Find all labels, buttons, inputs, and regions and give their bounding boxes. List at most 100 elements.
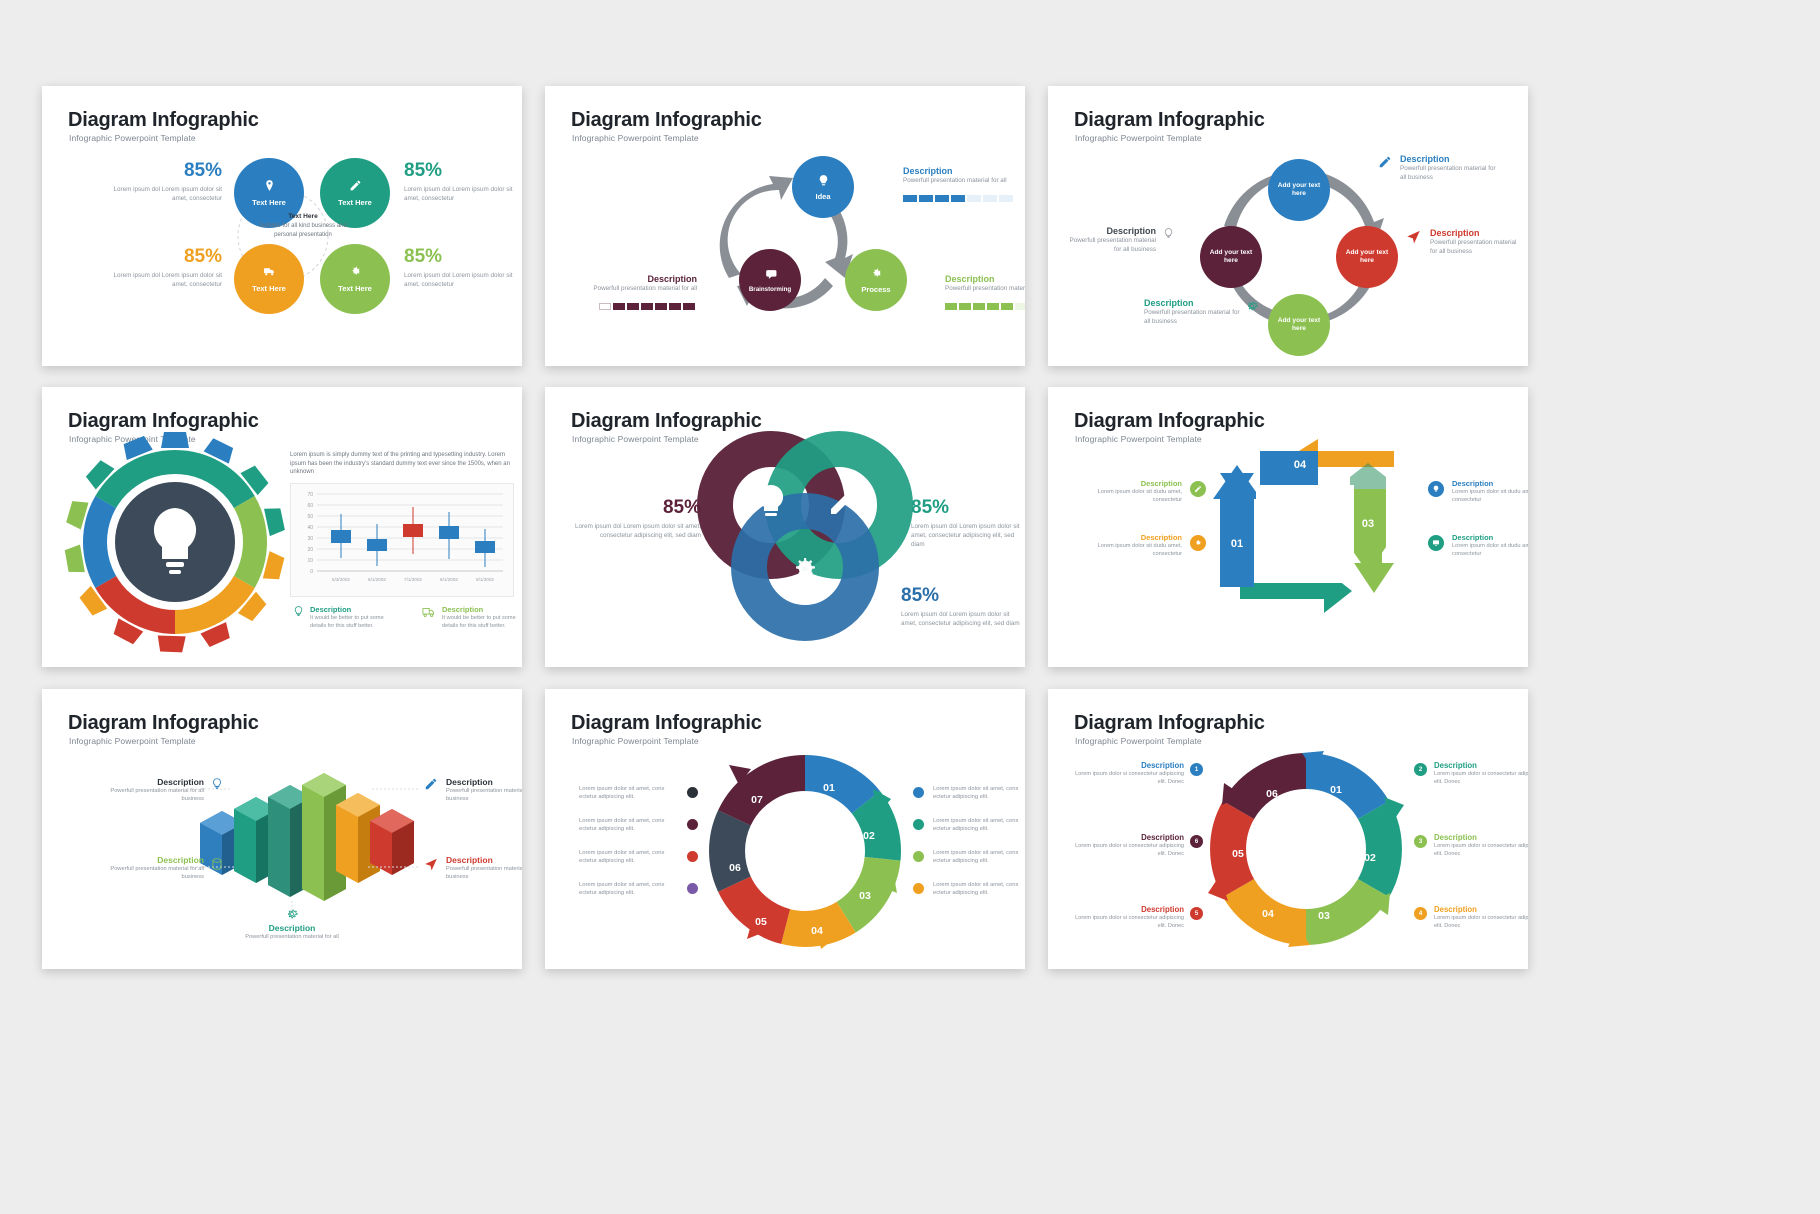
description-block-4: Description Powerfull presentation mater… [1068, 226, 1173, 254]
svg-text:06: 06 [729, 862, 741, 874]
step-badge: 5 [1190, 907, 1203, 920]
svg-text:20: 20 [307, 547, 313, 553]
description-body: Lorem ipsum dolor sit dudu amet, consect… [1452, 489, 1528, 504]
node-circle-2[interactable]: Add your text here [1336, 226, 1398, 288]
description-title: Description [1434, 761, 1477, 770]
description-title: Description [442, 605, 484, 614]
description-body: Powerfull presentation material for all … [1400, 165, 1496, 182]
gear-icon [287, 909, 298, 919]
stat-group-4: 85% Lorem ipsum dol Lorem ipsum dolor si… [404, 246, 514, 289]
percent-value: 85% [901, 585, 940, 606]
description-block-5: Description Powerfull presentation mater… [228, 923, 356, 941]
cycle-node-process[interactable]: Process [845, 249, 907, 311]
list-item: Lorem ipsum dolor sit amet, cons ectetur… [933, 785, 1025, 802]
description-body: Lorem ipsum dolor si consectetur adipisc… [1434, 843, 1528, 858]
node-circle-2[interactable]: Text Here [320, 158, 390, 228]
slide-2[interactable]: Diagram Infographic Infographic Powerpoi… [545, 86, 1025, 366]
step-badge-label: 2 [1418, 766, 1423, 773]
gear-icon [796, 558, 815, 577]
description-title: Description [157, 855, 204, 865]
square-arrow-cycle[interactable]: 04 03 02 01 [1200, 439, 1410, 633]
description-title: Description [903, 166, 953, 176]
step-badge: 3 [1414, 835, 1427, 848]
description-body: Lorem ipsum dolor si consectetur adipisc… [1075, 771, 1184, 786]
slide-3[interactable]: Diagram Infographic Infographic Powerpoi… [1048, 86, 1528, 366]
svg-text:9/1/2002: 9/1/2002 [476, 577, 494, 582]
svg-text:70: 70 [307, 492, 313, 498]
description-title: Description [1144, 298, 1194, 308]
lightbulb-icon [819, 174, 827, 186]
description-block-2: Description Lorem ipsum dolor sit dudu a… [1078, 533, 1182, 559]
lightbulb-icon [213, 778, 221, 789]
description-block-4: Description Lorem ipsum dolor sit dudu a… [1452, 533, 1528, 559]
node-label: Text Here [252, 198, 286, 207]
description-block-2: Description Lorem ipsum dolor si consect… [1072, 833, 1184, 858]
description-title: Description [157, 777, 204, 787]
description-title: Description [1434, 905, 1477, 914]
description-body: Powerfull presentation material for all [245, 934, 339, 940]
legend-dot [913, 787, 924, 798]
page-title: Diagram Infographic [1074, 109, 1265, 131]
isometric-cubes[interactable] [190, 769, 414, 919]
monitor-icon [1433, 540, 1439, 546]
description-title: Description [1400, 154, 1450, 164]
description-title: Description [446, 855, 493, 865]
stat-group-1: 85% Lorem ipsum dol Lorem ipsum dolor si… [112, 160, 223, 203]
slide-9[interactable]: Diagram Infographic Infographic Powerpoi… [1048, 689, 1528, 969]
slide-5[interactable]: Diagram Infographic Infographic Powerpoi… [545, 387, 1025, 667]
page-title: Diagram Infographic [68, 712, 259, 734]
paragraph-text: Lorem ipsum is simply dummy text of the … [290, 452, 510, 476]
node-circle-3[interactable]: Add your text here [1268, 294, 1330, 356]
list-item: Lorem ipsum dolor sit amet, cons ectetur… [579, 849, 679, 866]
description-block-3: Description Lorem ipsum dolor si consect… [1072, 905, 1184, 930]
page-title: Diagram Infographic [68, 410, 259, 432]
svg-text:01: 01 [1231, 538, 1243, 550]
bar-chart[interactable]: 70 60 50 40 30 20 10 0 5/3/2002 6 [290, 483, 514, 597]
seven-step-donut[interactable]: 01 02 03 04 05 06 07 [705, 751, 905, 951]
svg-text:02: 02 [863, 830, 875, 842]
description-block-3: Description Powerfull presentation mater… [1144, 298, 1258, 326]
description-body: Powerfull presentation material for all … [1069, 237, 1156, 254]
percent-value: 85% [183, 246, 222, 267]
list-item-body: Lorem ipsum dolor sit amet, cons ectetur… [933, 818, 1019, 833]
progress-bar [945, 297, 1025, 315]
slide-7[interactable]: Diagram Infographic Infographic Powerpoi… [42, 689, 522, 969]
description-body: Lorem ipsum dolor sit dudu amet, consect… [1097, 489, 1182, 504]
list-item-body: Lorem ipsum dolor sit amet, cons ectetur… [933, 786, 1019, 801]
node-circle-1[interactable]: Text Here [234, 158, 304, 228]
progress-bar [567, 297, 697, 315]
description-body: Powerfull presentation material for all … [1430, 239, 1517, 256]
cycle-node-brainstorming[interactable]: Brainstorming [739, 249, 801, 311]
page-subtitle: Infographic Powerpoint Template [1075, 736, 1202, 746]
percent-value: 85% [662, 497, 701, 518]
list-item: Lorem ipsum dolor sit amet, cons ectetur… [933, 849, 1025, 866]
cycle-node-idea[interactable]: Idea [792, 156, 854, 218]
description-title: Description [1140, 533, 1182, 542]
slide-4[interactable]: Diagram Infographic Infographic Powerpoi… [42, 387, 522, 667]
description-block-3: Description Powerfull presentation mater… [567, 274, 697, 315]
node-circle-4[interactable]: Text Here [320, 244, 390, 314]
node-circle-3[interactable]: Text Here [234, 244, 304, 314]
description-body: Powerfull presentation material for all … [110, 788, 204, 803]
description-body: Powerfull presentation material for all … [446, 788, 522, 803]
stat-description: Lorem ipsum dol Lorem ipsum dolor sit am… [404, 272, 513, 289]
page-subtitle: Infographic Powerpoint Template [1075, 133, 1202, 143]
stat-group-3: 85% Lorem ipsum dol Lorem ipsum dolor si… [112, 246, 223, 289]
node-circle-4[interactable]: Add your text here [1200, 226, 1262, 288]
gear-graphic[interactable] [64, 432, 285, 653]
description-body: Lorem ipsum dolor si consectetur adipisc… [1434, 915, 1528, 930]
description-body: Lorem ipsum dolor sit dudu amet, consect… [1097, 543, 1182, 558]
percent-value: 85% [404, 246, 443, 267]
slide-8[interactable]: Diagram Infographic Infographic Powerpoi… [545, 689, 1025, 969]
venn-rings[interactable] [697, 431, 913, 641]
node-circle-1[interactable]: Add your text here [1268, 159, 1330, 221]
description-body: Powerfull presentation material for all [903, 177, 1007, 184]
six-step-donut[interactable]: 01 02 03 04 05 06 [1206, 749, 1406, 949]
description-body: Powerfull presentation material for all … [1144, 309, 1240, 326]
slide-1[interactable]: Diagram Infographic Infographic Powerpoi… [42, 86, 522, 366]
list-item-body: Lorem ipsum dolor sit amet, cons ectetur… [579, 786, 665, 801]
page-subtitle: Infographic Powerpoint Template [1075, 434, 1202, 444]
description-block-1: Description Powerfull presentation mater… [903, 166, 1025, 207]
slide-6[interactable]: Diagram Infographic Infographic Powerpoi… [1048, 387, 1528, 667]
